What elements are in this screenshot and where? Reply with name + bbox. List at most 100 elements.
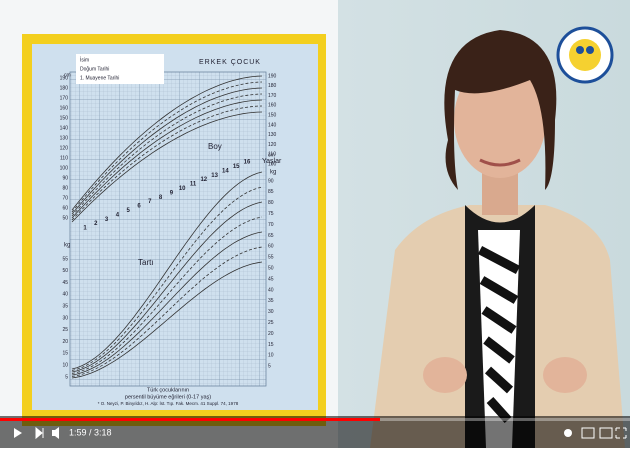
left-kg-tick: 30 (62, 315, 68, 321)
volume-button[interactable] (52, 427, 59, 439)
cm-unit: cm (268, 152, 275, 158)
right-kg-tick: 20 (268, 331, 274, 337)
progress-played (0, 418, 380, 421)
right-cm-tick: 130 (268, 132, 277, 138)
percentile-curve (71, 99, 263, 219)
right-kg-tick: 90 (268, 178, 274, 184)
right-kg-tick: 70 (268, 222, 274, 228)
left-cm-tick: 80 (62, 185, 68, 191)
poster-title: ERKEK ÇOCUK (199, 59, 261, 66)
presenter (370, 30, 625, 448)
percentile-curve (71, 261, 263, 379)
right-kg-tick: 65 (268, 233, 274, 239)
right-kg-tick: 60 (268, 244, 274, 250)
grid-major (69, 71, 267, 387)
left-kg-tick: 25 (62, 327, 68, 333)
left-cm-tick: 50 (62, 215, 68, 221)
right-kg-tick: 40 (268, 287, 274, 293)
left-cm-tick: 70 (62, 195, 68, 201)
caption: Türk çocuklarının (147, 387, 189, 393)
right-kg-tick: 80 (268, 200, 274, 206)
age-label: 1 (83, 226, 87, 232)
age-label: 13 (211, 173, 218, 179)
next-button[interactable] (35, 426, 44, 440)
right-cm-tick: 120 (268, 142, 277, 148)
left-kg-tick: 35 (62, 304, 68, 310)
age-label: 6 (137, 204, 141, 210)
time-display: 1:59 / 3:18 (69, 427, 112, 437)
age-label: 5 (127, 208, 131, 214)
controls-bar (0, 416, 630, 448)
right-cm-tick: 180 (268, 83, 277, 89)
left-cm-tick: 170 (60, 95, 69, 101)
right-kg-tick: 35 (268, 298, 274, 304)
percentile-curve (71, 201, 263, 373)
right-kg-tick: 75 (268, 211, 274, 217)
right-kg-tick: 5 (268, 364, 271, 370)
form-field: 1. Muayene Tarihi (80, 75, 119, 81)
form-field: Doğum Tarihi (80, 66, 109, 72)
age-label: 8 (159, 195, 163, 201)
kg-unit: kg (270, 170, 276, 176)
theater-button[interactable] (599, 427, 613, 439)
left-cm-tick: 100 (60, 165, 69, 171)
right-cm-tick: 100 (268, 162, 277, 168)
right-kg-tick: 85 (268, 189, 274, 195)
left-kg-tick: 15 (62, 351, 68, 357)
left-cm-tick: 90 (62, 175, 68, 181)
age-label: 4 (116, 212, 120, 218)
caption: * O. Neyzi, P. Binyıldız, H. Alp: İst. T… (98, 400, 239, 406)
left-cm-tick: 160 (60, 105, 69, 111)
height-label: Boy (208, 142, 222, 151)
percentile-curve (71, 171, 263, 370)
age-label: 7 (148, 199, 152, 205)
left-kg-tick: 55 (62, 256, 68, 262)
weight-label: Tartı (138, 258, 154, 267)
right-kg-tick: 10 (268, 353, 274, 359)
fullscreen-button[interactable] (615, 427, 627, 439)
left-cm-tick: 190 (60, 75, 69, 81)
left-kg-tick: 45 (62, 280, 68, 286)
percentile-curve (71, 111, 263, 223)
age-label: 11 (190, 182, 197, 188)
age-label: 9 (170, 190, 174, 196)
right-kg-tick: 15 (268, 342, 274, 348)
right-kg-tick: 55 (268, 255, 274, 261)
left-kg-tick: 10 (62, 363, 68, 369)
right-cm-tick: 140 (268, 122, 277, 128)
right-kg-tick: 50 (268, 266, 274, 272)
age-label: 2 (94, 221, 98, 227)
percentile-curve (71, 105, 263, 221)
right-kg-tick: 25 (268, 320, 274, 326)
play-button[interactable] (14, 428, 22, 438)
age-label: 10 (179, 186, 186, 192)
left-cm-tick: 140 (60, 125, 69, 131)
age-label: 14 (222, 168, 229, 174)
percentile-curve (71, 87, 263, 215)
settings-button[interactable] (564, 429, 572, 437)
form-field: İsim (80, 56, 89, 63)
right-cm-tick: 170 (268, 93, 277, 99)
age-label: 12 (200, 177, 207, 183)
age-label: 3 (105, 217, 109, 223)
age-label: 16 (244, 160, 251, 166)
percentile-curve (71, 186, 263, 371)
left-kg-tick: 20 (62, 339, 68, 345)
percentile-curve (71, 246, 263, 377)
left-cm-tick: 110 (60, 155, 68, 161)
right-cm-tick: 150 (268, 113, 277, 119)
caption: persentil büyüme eğrileri (0-17 yaş) (125, 394, 211, 400)
right-kg-tick: 30 (268, 309, 274, 315)
form-box (76, 54, 164, 84)
right-kg-tick: 45 (268, 276, 274, 282)
percentile-curve (71, 75, 263, 211)
right-cm-tick: 110 (268, 152, 276, 158)
cm-unit: cm (64, 72, 71, 78)
right-cm-tick: 190 (268, 73, 277, 79)
ages-label: Yaşlar (262, 158, 282, 165)
miniplayer-button[interactable] (581, 427, 595, 439)
right-cm-tick: 160 (268, 103, 277, 109)
age-label: 15 (233, 164, 240, 170)
left-kg-tick: 40 (62, 292, 68, 298)
